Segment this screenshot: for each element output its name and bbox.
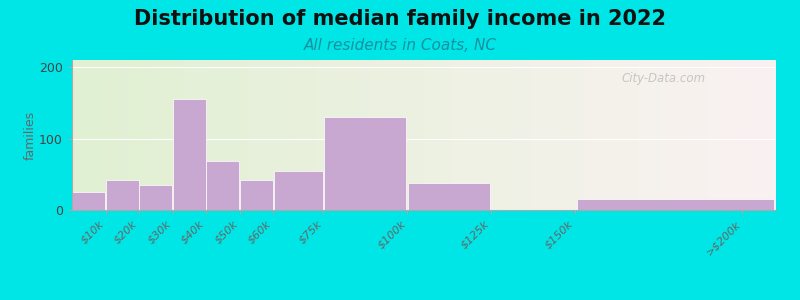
Bar [408,183,490,210]
Bar [72,192,105,210]
Text: City-Data.com: City-Data.com [621,72,706,85]
Bar [173,99,206,210]
Bar [139,185,172,210]
Bar [206,161,239,210]
Bar [106,180,138,210]
Bar [274,171,323,210]
Bar [577,199,774,210]
Text: All residents in Coats, NC: All residents in Coats, NC [303,38,497,52]
Y-axis label: families: families [23,110,36,160]
Bar [324,117,406,210]
Text: Distribution of median family income in 2022: Distribution of median family income in … [134,9,666,29]
Bar [240,180,273,210]
